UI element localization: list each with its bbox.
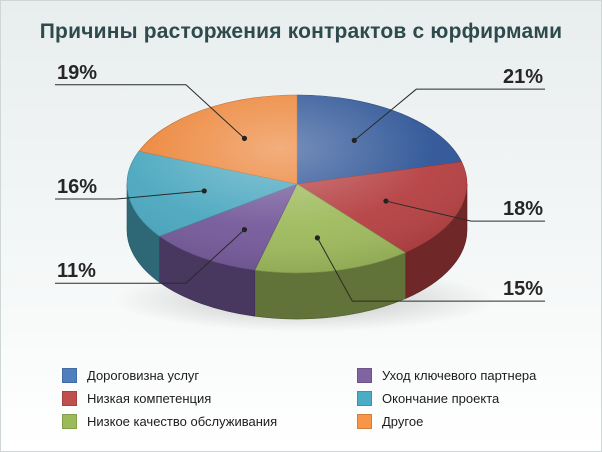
pct-label-0: 21%	[503, 66, 543, 88]
legend-swatch	[62, 367, 77, 383]
legend-label: Окончание проекта	[382, 390, 500, 406]
legend-item: Уход ключевого партнера	[357, 366, 536, 384]
leader-line-0	[353, 88, 545, 141]
legend-item: Дороговизна услуг	[62, 366, 199, 384]
pie-tops	[126, 94, 468, 274]
legend-label: Дороговизна услуг	[87, 367, 200, 383]
legend-label: Низкая компетенция	[87, 390, 212, 406]
leader-dot-2	[314, 235, 320, 241]
leader-line-1	[385, 200, 545, 222]
legend-label: Другое	[382, 413, 424, 429]
legend-swatch	[357, 413, 372, 429]
legend-swatch	[357, 390, 372, 406]
legend-swatch	[62, 413, 77, 429]
legend-item: Другое	[357, 412, 423, 430]
leader-line-2	[316, 237, 545, 302]
pct-label-3: 11%	[57, 260, 96, 282]
pie-leaders	[55, 84, 545, 302]
legend-label: Низкое качество обслуживания	[87, 413, 278, 429]
legend-swatch	[357, 367, 372, 383]
pct-label-1: 18%	[503, 198, 543, 220]
legend-swatch	[62, 390, 77, 406]
chart-title: Причины расторжения контрактов с юрфирма…	[39, 20, 563, 43]
legend-item: Низкое качество обслуживания	[62, 412, 277, 430]
pct-label-4: 16%	[57, 176, 97, 198]
leader-line-5	[55, 84, 245, 139]
leader-line-3	[55, 229, 245, 284]
pie-labels: 21% 18% 15% 11% 16% 19%	[57, 62, 543, 300]
legend-item: Низкая компетенция	[62, 389, 211, 407]
pct-label-5: 19%	[57, 62, 97, 84]
leader-line-4	[55, 190, 205, 200]
legend-item: Окончание проекта	[357, 389, 499, 407]
legend-label: Уход ключевого партнера	[382, 367, 537, 383]
leader-dot-1	[383, 198, 389, 204]
pct-label-2: 15%	[503, 278, 543, 300]
